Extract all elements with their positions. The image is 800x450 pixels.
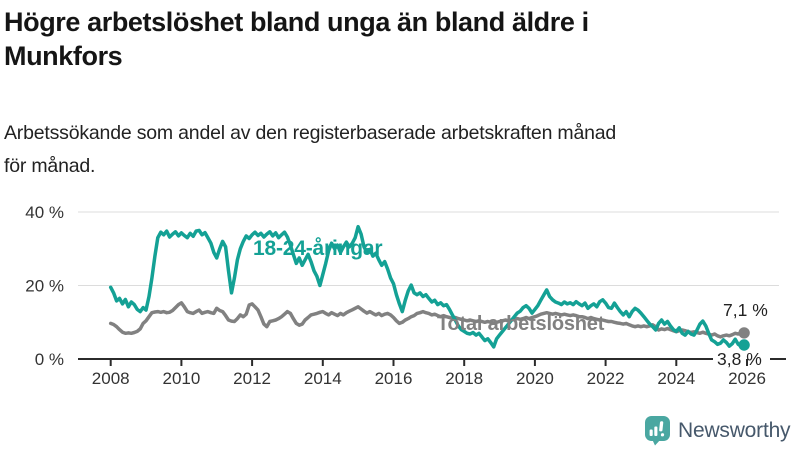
end-value-total: 7,1 % (723, 300, 768, 320)
x-axis-label: 2018 (445, 369, 483, 388)
series-line-total (108, 301, 746, 339)
x-axis-label: 2010 (162, 369, 200, 388)
x-axis-label: 2012 (233, 369, 271, 388)
newsworthy-logo[interactable]: Newsworthy (644, 415, 791, 446)
x-axis-label: 2016 (375, 369, 413, 388)
newsworthy-wordmark: Newsworthy (678, 418, 791, 442)
y-axis-label: 20 % (25, 277, 64, 296)
chart-subtitle-line2: för månad. (4, 155, 96, 177)
chart-subtitle-line1: Arbetssökande som andel av den registerb… (4, 122, 617, 144)
end-dot-young (738, 339, 750, 351)
x-axis-label: 2024 (657, 369, 695, 388)
series-line-young (108, 224, 746, 349)
chart-title-line2: Munkfors (4, 41, 123, 71)
x-axis-label: 2022 (587, 369, 625, 388)
end-value-young: 3,8 % (717, 349, 762, 369)
x-axis-label: 2008 (92, 369, 130, 388)
series-label-young: 18-24-åringar (253, 237, 383, 260)
end-dot-total (738, 327, 750, 339)
bar-chart-speech-bubble-icon (645, 416, 670, 446)
x-axis-label: 2020 (516, 369, 554, 388)
y-axis-label: 40 % (25, 203, 64, 222)
x-axis-label: 2014 (304, 369, 342, 388)
chart-title: Högre arbetslöshet bland unga än bland ä… (4, 5, 796, 73)
x-axis-label: 2026 (728, 369, 766, 388)
y-axis-label: 0 % (35, 350, 64, 369)
series-label-total: Total arbetslöshet (437, 313, 605, 335)
chart-subtitle: Arbetssökande som andel av den registerb… (4, 117, 796, 183)
chart-title-line1: Högre arbetslöshet bland unga än bland ä… (4, 7, 589, 37)
